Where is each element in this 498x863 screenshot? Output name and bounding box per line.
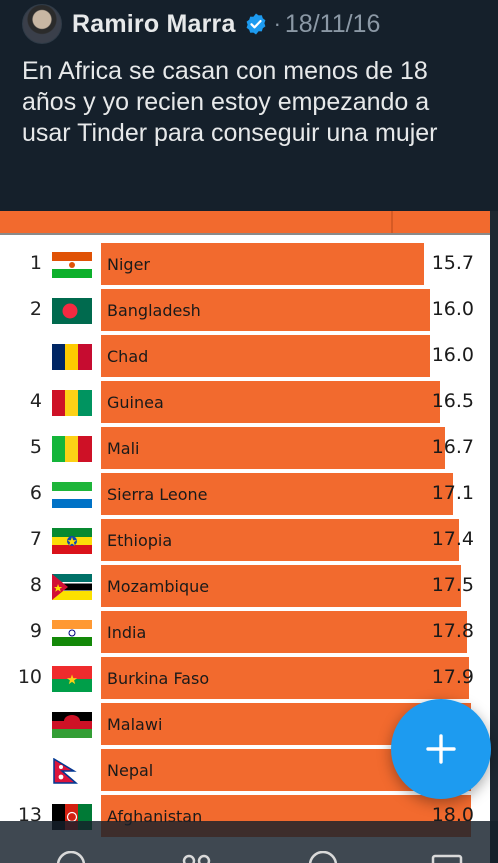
chart-row: 8 Mozambique 17.5 — [0, 564, 490, 610]
bar — [101, 381, 440, 425]
value-label: 18.0 — [431, 804, 474, 826]
bar — [101, 611, 467, 655]
value-label: 16.5 — [431, 390, 474, 412]
tweet-header: Ramiro Marra · 18/11/16 — [0, 0, 498, 48]
bottom-nav — [0, 821, 498, 863]
chart-row: 7 Ethiopia 17.4 — [0, 518, 490, 564]
row-rank: 4 — [29, 390, 42, 412]
bar — [101, 565, 461, 609]
guinea-flag — [52, 390, 92, 416]
country-label: Nepal — [107, 761, 154, 780]
country-label: Niger — [107, 255, 150, 274]
value-label: 17.9 — [431, 666, 474, 688]
row-rank: 6 — [29, 482, 42, 504]
row-rank: 5 — [29, 436, 42, 458]
bar — [101, 289, 430, 333]
separator-dot: · — [273, 11, 281, 36]
nepal-flag — [52, 758, 92, 784]
compose-button[interactable] — [391, 699, 491, 799]
bar — [101, 427, 445, 471]
row-rank: 8 — [29, 574, 42, 596]
row-rank: 2 — [29, 298, 42, 320]
value-label: 17.4 — [431, 528, 474, 550]
bar — [101, 519, 459, 563]
home-icon[interactable] — [54, 851, 88, 863]
country-label: Bangladesh — [107, 301, 201, 320]
search-icon[interactable] — [306, 851, 340, 863]
country-label: Chad — [107, 347, 149, 366]
chart-row: 4 Guinea 16.5 — [0, 380, 490, 426]
india-flag — [52, 620, 92, 646]
country-label: Burkina Faso — [107, 669, 210, 688]
chad-flag — [52, 344, 92, 370]
bar — [101, 657, 469, 701]
bar — [101, 335, 430, 379]
value-label: 17.8 — [431, 620, 474, 642]
media-edge — [490, 211, 498, 863]
value-label: 16.0 — [431, 344, 474, 366]
malawi-flag — [52, 712, 92, 738]
chart-header-divider — [391, 211, 393, 233]
sierra-leone-flag — [52, 482, 92, 508]
chart-header-rule — [0, 233, 490, 235]
bar — [101, 243, 424, 287]
country-label: Ethiopia — [107, 531, 173, 550]
country-label: Malawi — [107, 715, 163, 734]
chart-row: 6 Sierra Leone 17.1 — [0, 472, 490, 518]
country-label: Mali — [107, 439, 140, 458]
country-label: Sierra Leone — [107, 485, 208, 504]
chart-row: 10 Burkina Faso 17.9 — [0, 656, 490, 702]
mali-flag — [52, 436, 92, 462]
chart-row: 5 Mali 16.7 — [0, 426, 490, 472]
bangladesh-flag — [52, 298, 92, 324]
chart-row: Chad 16.0 — [0, 334, 490, 380]
chart-header-band — [0, 211, 490, 233]
mozambique-flag — [52, 574, 92, 600]
explore-icon[interactable] — [180, 851, 214, 863]
country-label: Guinea — [107, 393, 164, 412]
country-label: Mozambique — [107, 577, 210, 596]
burkina-faso-flag — [52, 666, 92, 692]
value-label: 17.5 — [431, 574, 474, 596]
chart-row: 2 Bangladesh 16.0 — [0, 288, 490, 334]
value-label: 15.7 — [431, 252, 474, 274]
row-rank: 7 — [29, 528, 42, 550]
country-label: India — [107, 623, 147, 642]
value-label: 16.7 — [431, 436, 474, 458]
value-label: 17.1 — [431, 482, 474, 504]
tweet-date[interactable]: 18/11/16 — [284, 9, 381, 38]
chart-row: 9 India 17.8 — [0, 610, 490, 656]
messages-icon[interactable] — [430, 851, 464, 863]
chart-row: 1 Niger 15.7 — [0, 242, 490, 288]
plus-icon — [426, 734, 456, 764]
row-rank: 1 — [29, 252, 42, 274]
row-rank: 10 — [17, 666, 42, 688]
row-rank: 9 — [29, 620, 42, 642]
avatar[interactable] — [22, 4, 62, 44]
ethiopia-flag — [52, 528, 92, 554]
tweet-text: En Africa se casan con menos de 18 años … — [22, 57, 438, 147]
row-rank: 13 — [17, 804, 42, 826]
verified-badge-icon — [246, 13, 265, 35]
value-label: 16.0 — [431, 298, 474, 320]
niger-flag — [52, 252, 92, 278]
bar — [101, 473, 453, 517]
author-name[interactable]: Ramiro Marra — [72, 9, 236, 38]
